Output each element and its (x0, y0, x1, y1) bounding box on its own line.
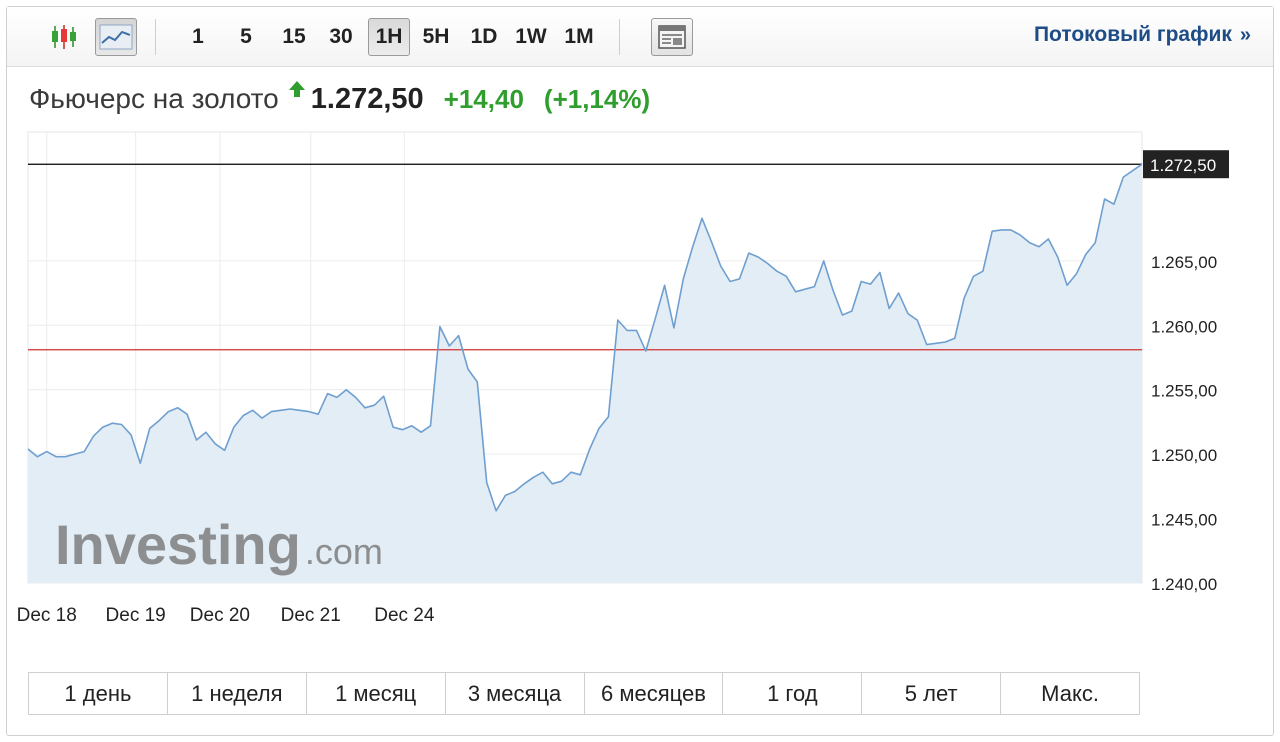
interval-5m-button[interactable]: 5 (240, 25, 252, 48)
x-tick-label: Dec 20 (190, 605, 250, 626)
range-3-months[interactable]: 3 месяца (446, 673, 585, 714)
range-1-week[interactable]: 1 неделя (168, 673, 307, 714)
investing-watermark: Investing .com (55, 513, 383, 576)
y-tick-label: 1.250,00 (1151, 446, 1217, 465)
line-chart-button[interactable] (95, 18, 137, 56)
streaming-chart-link[interactable]: Потоковый график » (1034, 23, 1251, 47)
instrument-header: Фьючерс на золото 1.272,50 +14,40 (+1,14… (29, 81, 651, 123)
range-1-month[interactable]: 1 месяц (307, 673, 446, 714)
range-1-year[interactable]: 1 год (723, 673, 863, 714)
streaming-chart-label: Потоковый график (1033, 23, 1232, 46)
interval-1m-button[interactable]: 1 (192, 25, 204, 48)
chart-widget: 1 5 15 30 1H 5H 1D 1W 1M Потоковый графи… (6, 6, 1274, 736)
y-tick-label: 1.255,00 (1151, 382, 1217, 401)
last-price: 1.272,50 (310, 83, 424, 115)
price-change: +14,40 (443, 84, 524, 114)
series-line (27, 163, 1143, 512)
up-arrow-icon (288, 81, 305, 97)
range-5-years[interactable]: 5 лет (862, 673, 1002, 714)
current-price-label: 1.272,50 (1150, 156, 1216, 175)
interval-30m-button[interactable]: 30 (329, 25, 353, 48)
current-price-badge (1143, 150, 1229, 179)
x-tick-label: Dec 19 (106, 605, 166, 626)
toolbar-divider (155, 19, 156, 55)
interval-5h-button[interactable]: 5H (422, 25, 450, 48)
x-tick-label: Dec 18 (17, 605, 77, 626)
interval-15m-button[interactable]: 15 (282, 25, 306, 48)
toolbar-divider (619, 19, 620, 55)
price-change-percent: (+1,14%) (543, 84, 651, 114)
interval-1mo-button[interactable]: 1M (564, 25, 594, 48)
y-tick-label: 1.260,00 (1151, 317, 1217, 336)
interval-1d-button[interactable]: 1D (470, 25, 498, 48)
series-area (28, 164, 1142, 583)
range-1-day[interactable]: 1 день (29, 673, 168, 714)
chevron-right-icon: » (1239, 24, 1251, 46)
range-max[interactable]: Макс. (1041, 680, 1099, 706)
layout-icon (658, 25, 686, 49)
time-range-selector: 1 день 1 неделя 1 месяц 3 месяца 6 месяц… (28, 672, 1140, 715)
y-tick-label: 1.240,00 (1151, 575, 1217, 594)
instrument-name: Фьючерс на золото (29, 83, 279, 114)
y-tick-label: 1.245,00 (1151, 511, 1217, 530)
layout-button[interactable] (651, 18, 693, 56)
x-tick-label: Dec 24 (374, 605, 435, 626)
line-chart-icon (99, 24, 133, 50)
price-chart[interactable]: Investing .com 1.240,00 1.245,00 1.250,00 1.2… (7, 7, 1275, 657)
x-tick-label: Dec 21 (281, 605, 341, 626)
y-tick-label: 1.265,00 (1151, 253, 1217, 272)
chart-toolbar: 1 5 15 30 1H 5H 1D 1W 1M Потоковый графи… (7, 7, 1273, 67)
interval-1h-button[interactable]: 1H (368, 18, 410, 56)
candlestick-icon (52, 25, 76, 49)
range-6-months[interactable]: 6 месяцев (585, 673, 724, 714)
interval-1w-button[interactable]: 1W (515, 25, 547, 48)
candlestick-chart-button[interactable] (43, 18, 85, 56)
